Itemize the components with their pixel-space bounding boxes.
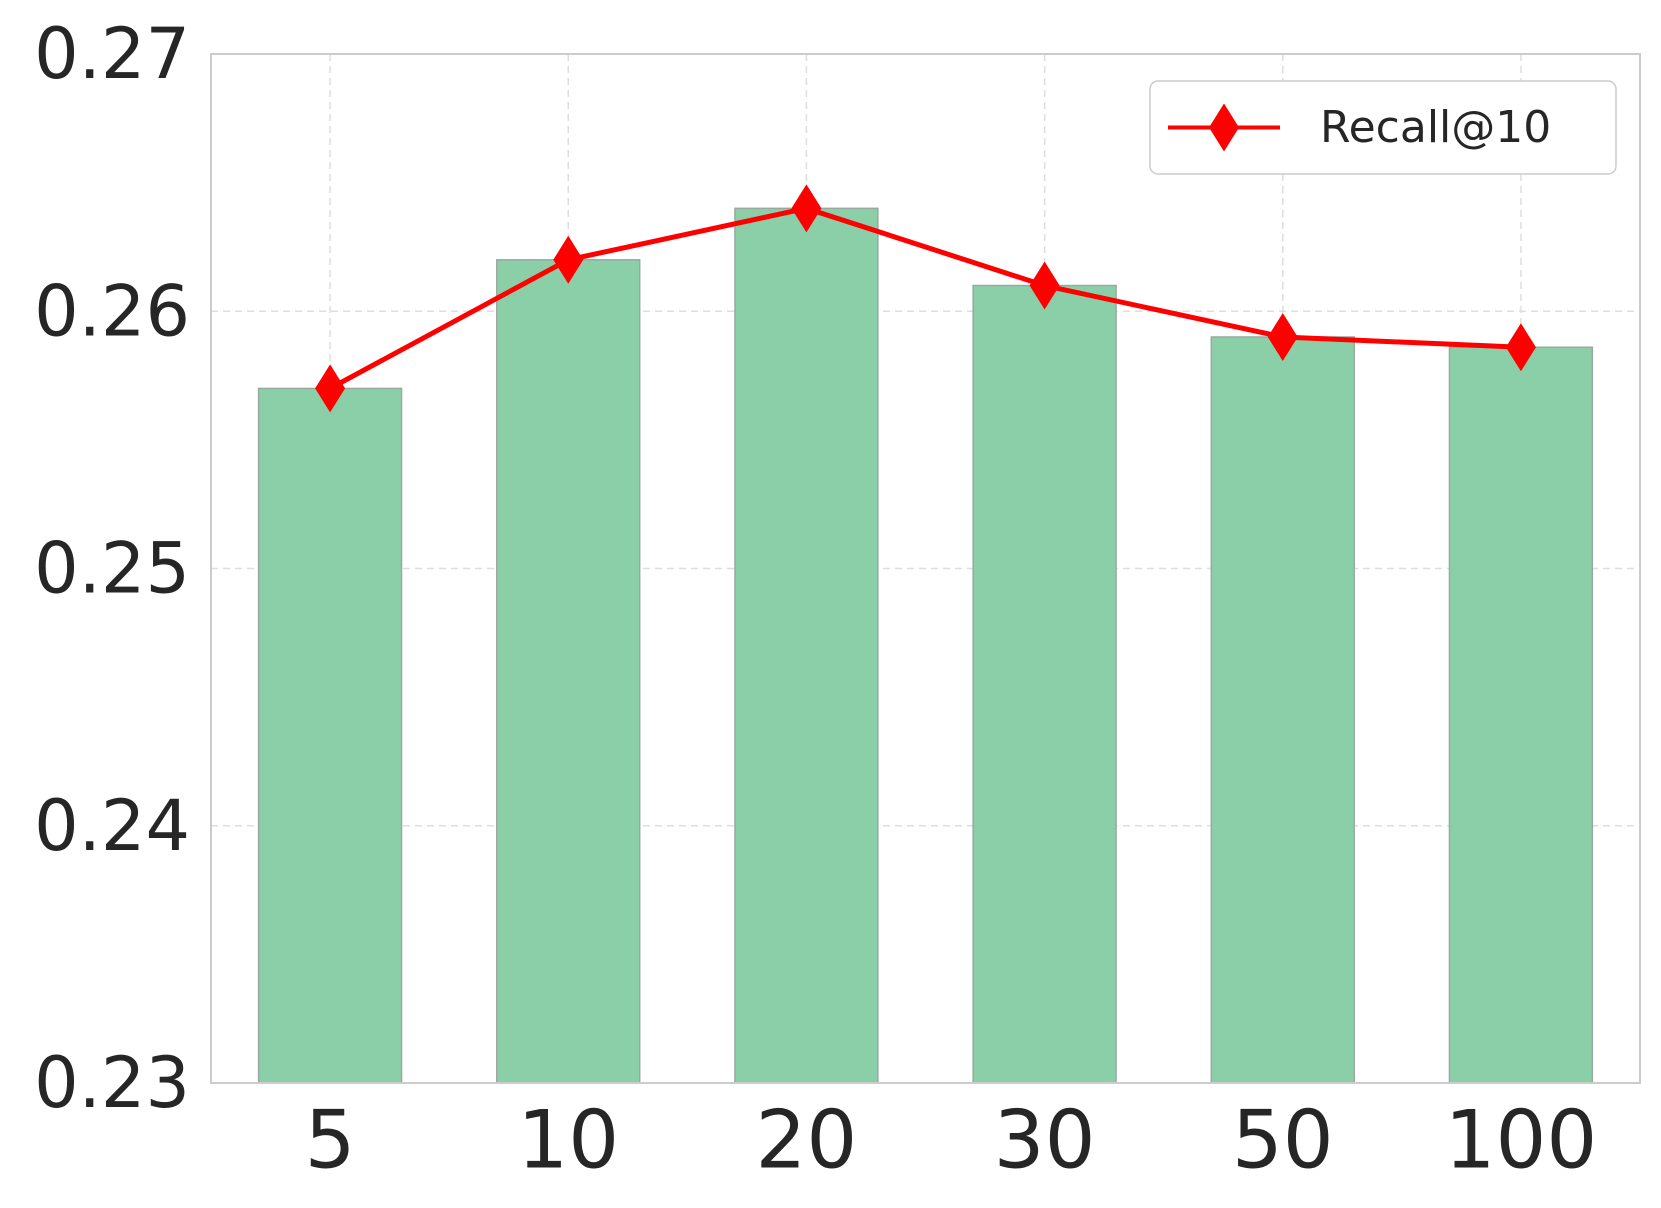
line-layer xyxy=(315,184,1536,413)
legend-diamond-marker xyxy=(1209,103,1239,152)
legend-box xyxy=(1149,80,1617,175)
x-tick-label: 10 xyxy=(517,1094,619,1187)
legend-label: Recall@10 xyxy=(1320,102,1551,153)
recall-point-50 xyxy=(1267,312,1298,361)
y-tick-label: 0.23 xyxy=(34,1042,190,1124)
recall-line xyxy=(328,205,1522,391)
plot-frame xyxy=(210,53,1641,1084)
x-tick-label: 50 xyxy=(1232,1094,1334,1187)
bar-10 xyxy=(496,259,641,1084)
recall-point-10 xyxy=(553,235,584,284)
bar-20 xyxy=(734,207,879,1084)
y-tick-label: 0.26 xyxy=(34,270,190,352)
bar-50 xyxy=(1210,336,1355,1084)
legend: Recall@10 xyxy=(1149,80,1617,175)
x-tick-label: 5 xyxy=(305,1094,356,1187)
recall-point-100 xyxy=(1505,323,1536,372)
y-tick-label: 0.24 xyxy=(34,785,190,867)
recall-point-20 xyxy=(791,184,822,233)
recall-point-5 xyxy=(315,364,346,413)
x-tick-label: 20 xyxy=(756,1094,858,1187)
bar-5 xyxy=(257,387,403,1084)
bar-layer xyxy=(257,207,1594,1084)
x-tick-labels: 5 10 20 30 50 100 xyxy=(305,1094,1598,1187)
y-tick-labels: 0.23 0.24 0.25 0.26 0.27 xyxy=(34,13,190,1124)
x-tick-label: 30 xyxy=(994,1094,1096,1187)
recall-point-30 xyxy=(1029,261,1060,310)
bar-30 xyxy=(972,284,1117,1084)
grid-layer xyxy=(211,53,1640,1084)
y-tick-label: 0.27 xyxy=(34,13,190,95)
y-tick-label: 0.25 xyxy=(34,528,190,610)
x-tick-label: 100 xyxy=(1445,1094,1598,1187)
bar-100 xyxy=(1448,346,1594,1084)
